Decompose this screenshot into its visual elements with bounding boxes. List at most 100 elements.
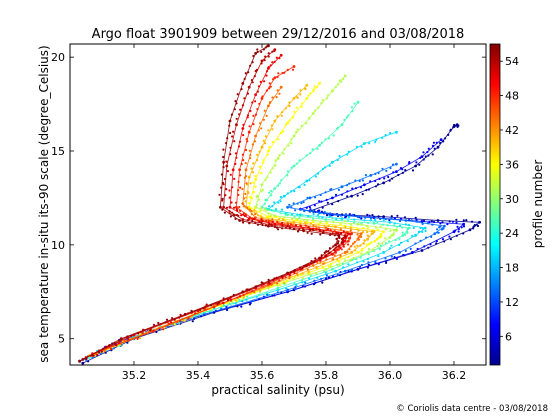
profile-44-sample — [318, 226, 321, 229]
profile-8-sample — [455, 221, 458, 224]
profile-26-sample — [263, 202, 266, 206]
profile-44-sample — [265, 114, 268, 117]
profile-20-point — [299, 213, 302, 217]
profile-56-sample — [328, 247, 331, 250]
profile-8-sample — [451, 220, 454, 223]
profile-36-sample — [262, 159, 265, 162]
x-tick-label: 35.2 — [122, 369, 147, 382]
profile-14-sample — [374, 260, 377, 263]
profile-8-sample — [427, 147, 430, 150]
profile-51-sample — [342, 243, 345, 246]
profile-14-sample — [329, 212, 332, 215]
profile-56-sample — [91, 354, 94, 357]
profile-32-sample — [264, 178, 267, 181]
profile-44-sample — [322, 262, 325, 265]
profile-56-sample — [228, 212, 231, 215]
profile-56-sample — [323, 251, 326, 254]
profile-48-sample — [162, 328, 165, 331]
colorbar-tick-label: 24 — [505, 227, 519, 240]
profile-51-sample — [265, 70, 269, 73]
profile-32-sample — [274, 164, 277, 167]
profile-2-sample — [191, 320, 194, 323]
profile-36-sample — [226, 302, 229, 305]
profile-40-sample — [349, 226, 352, 229]
profile-32-sample — [278, 154, 281, 157]
profile-48-sample — [284, 276, 287, 279]
profile-26-sample — [385, 242, 388, 245]
profile-32-point — [276, 157, 280, 160]
profile-36-sample — [254, 175, 257, 178]
profile-26-sample — [238, 298, 241, 301]
profile-48-sample — [237, 189, 240, 192]
profile-40-sample — [344, 226, 347, 229]
profile-56-sample — [264, 46, 267, 49]
profile-54-sample — [334, 247, 337, 250]
profile-56-sample — [220, 186, 223, 189]
profile-51-point — [273, 222, 277, 226]
profile-54-sample — [281, 224, 284, 227]
profile-14-sample — [437, 231, 440, 234]
profile-14-sample — [320, 277, 323, 280]
profile-40-sample — [366, 231, 369, 234]
profile-48-sample — [246, 140, 249, 143]
profile-44-sample — [246, 206, 249, 209]
profile-44-line — [95, 86, 362, 355]
profile-51-sample — [288, 274, 291, 277]
profile-36-point — [267, 215, 270, 219]
profile-36-sample — [312, 90, 315, 93]
profile-40-sample — [366, 237, 369, 240]
profile-8-sample — [331, 275, 335, 278]
profile-51-sample — [252, 217, 255, 221]
profile-14-point — [433, 232, 437, 236]
profile-48-sample — [283, 71, 286, 74]
x-tick-label: 36.2 — [442, 369, 467, 382]
profile-56-point — [183, 312, 187, 316]
profile-36-sample — [219, 304, 222, 308]
profile-26-sample — [398, 237, 401, 240]
profile-2-sample — [155, 330, 158, 334]
profile-32-sample — [305, 219, 309, 222]
profile-32-sample — [384, 237, 387, 240]
profile-56-sample — [297, 230, 300, 233]
profile-54-sample — [246, 92, 249, 95]
profile-32-sample — [290, 142, 293, 145]
profile-44-sample — [356, 233, 359, 236]
profile-36-sample — [271, 140, 274, 144]
profile-14-sample — [330, 188, 333, 191]
profile-8-sample — [378, 177, 381, 180]
profile-40-sample — [281, 218, 285, 221]
profile-26-sample — [351, 110, 354, 113]
profile-44-sample — [249, 154, 252, 157]
profile-51-sample — [230, 201, 233, 204]
profile-48-sample — [269, 85, 272, 88]
profile-36-sample — [312, 220, 315, 223]
profile-40-sample — [259, 289, 262, 292]
profile-20-sample — [342, 266, 345, 269]
profile-20-sample — [268, 293, 271, 296]
profile-54-sample — [233, 140, 236, 143]
profile-14-sample — [391, 163, 395, 166]
profile-56-point — [78, 359, 81, 363]
profile-14-sample — [345, 184, 349, 187]
profile-8-sample — [435, 240, 438, 243]
profile-56-sample — [247, 71, 250, 74]
profile-14-point — [286, 205, 289, 209]
profile-20-sample — [295, 284, 298, 287]
profile-36-sample — [309, 92, 312, 95]
profile-32-sample — [257, 198, 260, 201]
profile-51-sample — [246, 116, 249, 119]
profile-40-sample — [138, 337, 141, 340]
profile-8-point — [411, 251, 414, 254]
profile-44-sample — [339, 254, 342, 257]
profile-54-sample — [232, 130, 235, 133]
profile-36-sample — [252, 191, 256, 194]
profile-2-sample — [475, 223, 478, 226]
y-tick-label: 5 — [58, 333, 65, 346]
profile-44-point — [343, 251, 347, 254]
profile-8-sample — [249, 302, 252, 305]
profile-56-point — [302, 229, 305, 233]
profile-40-sample — [304, 221, 307, 224]
profile-14-sample — [390, 217, 393, 220]
profile-32-sample — [221, 304, 224, 307]
profile-32-sample — [255, 203, 258, 206]
